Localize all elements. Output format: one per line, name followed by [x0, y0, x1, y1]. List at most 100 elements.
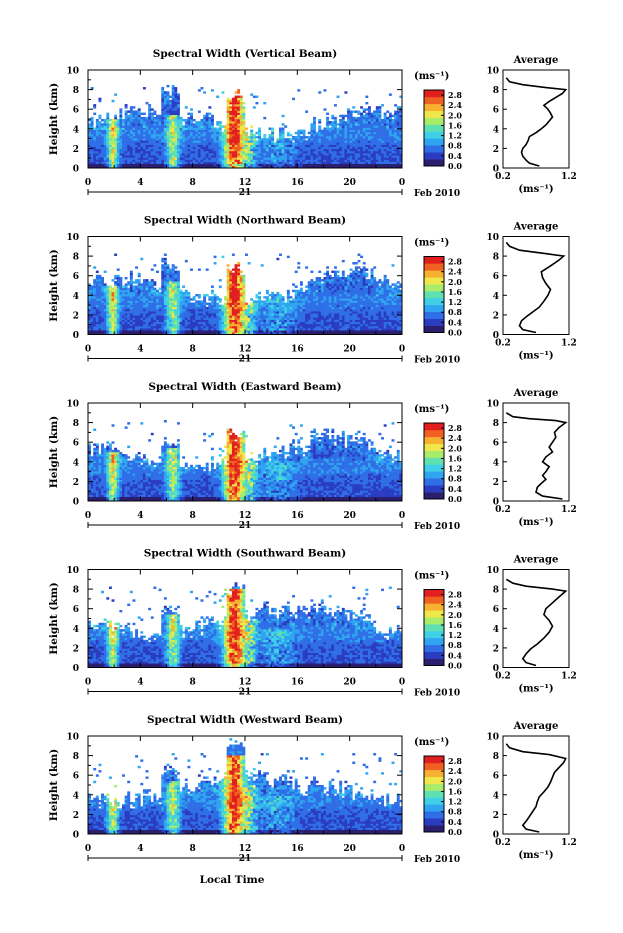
heatmap-cell [125, 153, 128, 155]
heatmap-cell [187, 147, 190, 149]
heatmap-cell [337, 134, 340, 136]
heatmap-cell [368, 110, 371, 112]
heatmap-cell [135, 311, 138, 313]
heatmap-cell [132, 119, 135, 121]
heatmap-cell [392, 136, 395, 138]
heatmap-cell [378, 108, 381, 110]
heatmap-cell [182, 296, 185, 298]
heatmap-cell [201, 145, 204, 147]
heatmap-cell [389, 147, 392, 149]
heatmap-cell [303, 136, 306, 138]
heatmap-cell [143, 164, 146, 166]
heatmap-cell [98, 300, 101, 302]
heatmap-cell [219, 151, 222, 153]
heatmap-cell [122, 309, 125, 311]
heatmap-cell [109, 313, 112, 315]
heatmap-cell [177, 102, 180, 104]
heatmap-cell [297, 315, 300, 317]
heatmap-cell [185, 326, 188, 328]
heatmap-cell [237, 292, 240, 294]
heatmap-cell [347, 138, 350, 140]
heatmap-cell [229, 119, 232, 121]
heatmap-cell [350, 117, 353, 119]
heatmap-cell [119, 328, 122, 330]
heatmap-cell [216, 149, 219, 151]
heatmap-cell [193, 147, 196, 149]
heatmap-cell [360, 125, 363, 127]
heatmap-cell [305, 145, 308, 147]
heatmap-cell [237, 262, 240, 264]
heatmap-cell [143, 113, 146, 115]
heatmap-cell [258, 128, 261, 130]
heatmap-cell [117, 326, 120, 328]
heatmap-cell [326, 119, 329, 121]
heatmap-cell [263, 328, 266, 330]
heatmap-cell [101, 132, 104, 134]
heatmap-cell [135, 162, 138, 164]
heatmap-cell [164, 305, 167, 307]
heatmap-cell [169, 110, 172, 112]
heatmap-cell [373, 119, 376, 121]
heatmap-cell [255, 324, 258, 326]
heatmap-cell [305, 315, 308, 317]
heatmap-cell [342, 145, 345, 147]
heatmap-cell [258, 313, 261, 315]
heatmap-cell [326, 113, 329, 115]
heatmap-cell [146, 145, 149, 147]
heatmap-cell [235, 309, 238, 311]
heatmap-cell [308, 296, 311, 298]
heatmap-cell [98, 311, 101, 313]
heatmap-cell [104, 130, 107, 132]
heatmap-cell [303, 296, 306, 298]
heatmap-cell [208, 305, 211, 307]
heatmap-cell [135, 279, 138, 281]
heatmap-cell [143, 286, 146, 288]
heatmap-cell [177, 326, 180, 328]
heatmap-cell [180, 317, 183, 319]
heatmap-cell [235, 142, 238, 144]
heatmap-cell [316, 155, 319, 157]
heatmap-cell [140, 324, 143, 326]
heatmap-cell [216, 142, 219, 144]
heatmap-cell [392, 142, 395, 144]
heatmap-cell [274, 330, 277, 332]
heatmap-cell [190, 324, 193, 326]
heatmap-cell [153, 283, 156, 285]
heatmap-cell [211, 315, 214, 317]
heatmap-cell [363, 159, 366, 161]
heatmap-cell [156, 149, 159, 151]
heatmap-cell [198, 123, 201, 125]
heatmap-cell [119, 296, 122, 298]
heatmap-cell [279, 140, 282, 142]
heatmap-cell [132, 300, 135, 302]
heatmap-cell [93, 136, 96, 138]
heatmap-cell [172, 115, 175, 117]
heatmap-cell [240, 106, 243, 108]
heatmap-cell [138, 324, 141, 326]
heatmap-cell [114, 309, 117, 311]
heatmap-cell [172, 96, 175, 98]
heatmap-cell [125, 296, 128, 298]
heatmap-cell [287, 322, 290, 324]
heatmap-cell [101, 123, 104, 125]
heatmap-cell [235, 117, 238, 119]
heatmap-cell [271, 326, 274, 328]
heatmap-cell [172, 117, 175, 119]
heatmap-cell [229, 125, 232, 127]
heatmap-cell [232, 283, 235, 285]
heatmap-cell [255, 311, 258, 313]
heatmap-cell [169, 145, 172, 147]
heatmap-cell [305, 296, 308, 298]
heatmap-cell [261, 157, 264, 159]
heatmap-cell [339, 162, 342, 164]
heatmap-cell [93, 322, 96, 324]
heatmap-cell [276, 140, 279, 142]
heatmap-cell [193, 136, 196, 138]
heatmap-cell [263, 136, 266, 138]
heatmap-cell [117, 315, 120, 317]
heatmap-cell [206, 268, 209, 270]
heatmap-cell [185, 149, 188, 151]
heatmap-cell [211, 322, 214, 324]
heatmap-cell [151, 290, 154, 292]
heatmap-cell [91, 117, 94, 119]
